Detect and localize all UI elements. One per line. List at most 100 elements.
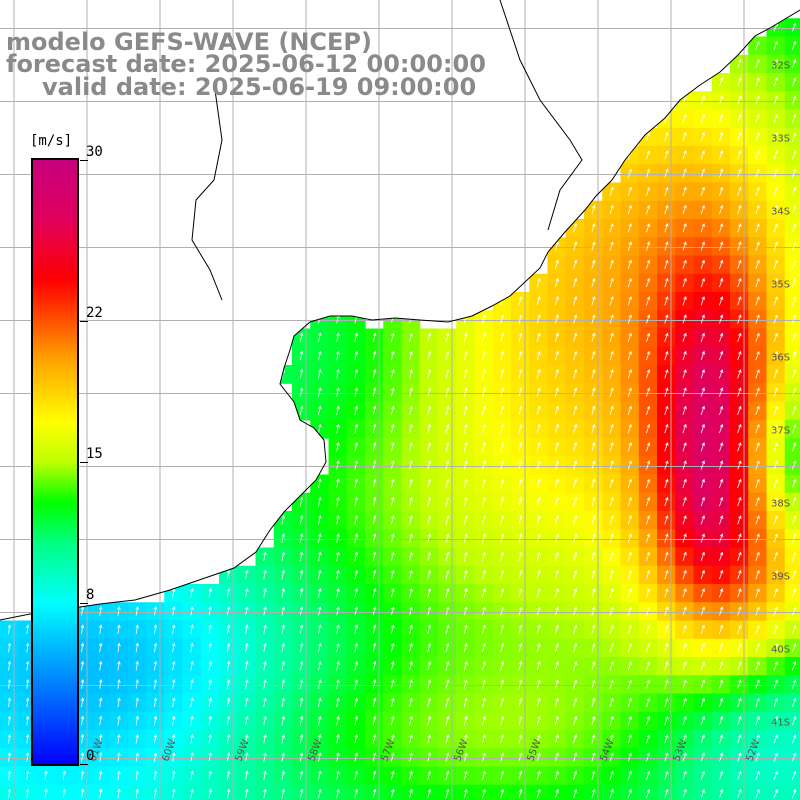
wind-arrow [700,95,705,105]
wind-arrow [664,460,669,470]
wind-arrow [153,697,158,708]
wind-arrow [354,642,359,653]
wind-arrow [500,715,505,726]
wind-arrow [299,496,304,507]
wind-speed-cell [748,730,768,749]
wind-arrow [755,423,760,434]
wind-arrow [226,679,231,689]
wind-arrow [518,405,523,416]
wind-arrow [755,496,760,507]
wind-arrow [664,569,669,580]
wind-arrow [773,58,778,69]
wind-speed-cell [766,292,786,311]
colorbar-tick [80,160,88,161]
wind-speed-cell [492,383,512,403]
wind-arrow [427,733,432,744]
wind-arrow [719,350,724,361]
wind-arrow [244,642,249,653]
wind-speed-cell [766,565,786,585]
wind-speed-cell [766,492,786,512]
wind-arrow [719,496,724,507]
wind-arrow [500,332,505,343]
wind-arrow [372,679,377,689]
wind-arrow [244,660,249,671]
wind-arrow [318,697,322,708]
wind-speed-cell [565,401,585,421]
wind-arrow [573,514,578,525]
wind-arrow [719,223,724,233]
wind-arrow [646,460,651,470]
wind-speed-cell [693,675,713,695]
wind-arrow [409,441,413,452]
wind-arrow [755,442,760,452]
wind-speed-cell [748,438,768,457]
wind-arrow [755,642,760,653]
wind-arrow [755,734,760,744]
wind-speed-cell [565,657,585,676]
wind-arrow [737,113,742,124]
wind-arrow [98,752,103,762]
wind-arrow [737,186,742,197]
wind-arrow [573,569,578,580]
wind-arrow [791,241,797,251]
wind-arrow [536,423,541,434]
wind-arrow [682,770,687,781]
wind-arrow [372,660,377,671]
wind-arrow [700,533,705,543]
wind-arrow [409,551,413,562]
wind-arrow [627,223,632,233]
wind-arrow [263,733,267,744]
wind-arrow [755,277,760,288]
wind-arrow [791,277,797,288]
wind-arrow [737,460,742,470]
wind-arrow [646,496,651,507]
wind-arrow [664,496,669,507]
wind-arrow [554,259,559,270]
wind-arrow [646,642,651,653]
wind-arrow [318,733,322,744]
wind-arrow [682,332,687,343]
wind-arrow [390,387,395,397]
wind-arrow [244,587,249,598]
wind-arrow [299,533,304,543]
wind-arrow [700,387,705,397]
wind-arrow [390,332,395,343]
wind-arrow [682,277,687,288]
wind-arrow [682,624,687,635]
wind-speed-cell [784,675,800,695]
wind-arrow [646,661,651,671]
wind-arrow [390,660,395,671]
wind-arrow [409,788,413,799]
wind-speed-cell [638,383,658,403]
wind-arrow [755,697,760,707]
wind-speed-cell [748,292,768,311]
wind-speed-cell [766,620,786,640]
wind-arrow [7,733,12,744]
wind-arrow [7,660,12,671]
wind-arrow [518,460,523,470]
wind-arrow [573,587,578,598]
wind-arrow [372,405,377,416]
wind-arrow [791,734,797,744]
wind-arrow [755,460,760,470]
wind-arrow [609,642,614,653]
wind-speed-cell [766,748,786,768]
wind-arrow [719,606,724,616]
wind-arrow [719,77,724,87]
wind-speed-cell [784,182,800,202]
wind-arrow [627,679,632,689]
wind-arrow [554,514,559,525]
wind-speed-cell [766,584,786,603]
wind-arrow [737,296,742,306]
wind-arrow [791,770,797,780]
wind-speed-cell [492,310,512,330]
wind-arrow [299,332,304,343]
wind-arrow [609,752,614,762]
wind-speed-cell [675,602,695,622]
wind-speed-cell [638,492,658,512]
wind-arrow [791,95,797,105]
wind-arrow [536,533,541,543]
wind-arrow [208,770,212,781]
wind-arrow [773,606,778,616]
wind-arrow [427,697,432,708]
